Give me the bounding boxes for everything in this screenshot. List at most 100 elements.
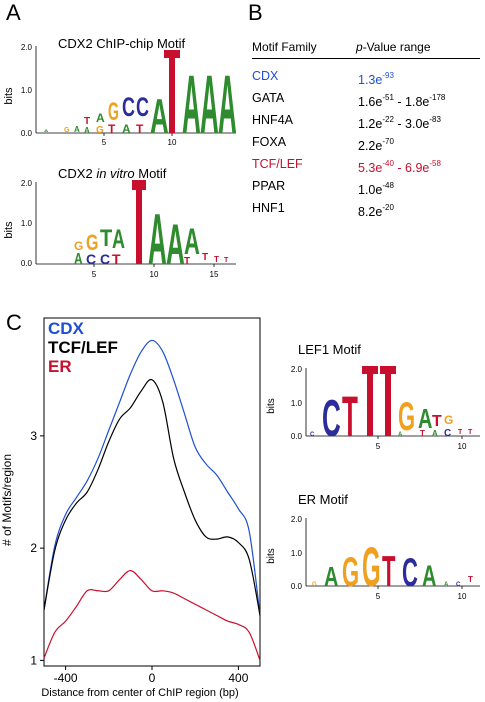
motif-family: GATA: [252, 87, 284, 109]
motif-density-chart: -4000400123 CDXTCF/LEFER Distance from c…: [0, 310, 262, 702]
table-row: CDX1.3e-93: [252, 65, 480, 87]
svg-text:G: G: [312, 582, 317, 588]
er-motif-title: ER Motif: [298, 492, 348, 507]
svg-text:G: G: [96, 125, 104, 136]
table-row: GATA1.6e-51 - 1.8e-178: [252, 87, 480, 109]
svg-text:A: A: [166, 214, 185, 277]
cdx2-vitro-ylabel: bits: [4, 221, 15, 239]
x-tick-label: 400: [228, 671, 248, 685]
lef1-motif-logo: bits 2.0 1.0 0.0 C C T G A A T T A G C T…: [262, 356, 484, 458]
er-ytick-1: 1.0: [291, 549, 303, 558]
pvalue-mantissa: 1.6e: [358, 95, 382, 109]
svg-text:C: C: [456, 582, 461, 588]
lef1-xtick-5: 5: [376, 442, 381, 451]
svg-text:T: T: [468, 429, 473, 436]
svg-text:G: G: [362, 537, 381, 599]
svg-text:G: G: [86, 230, 98, 255]
cdx2-vitro-ytick-1: 1.0: [21, 219, 33, 228]
svg-text:T: T: [224, 257, 229, 264]
table-header: Motif Family p-Value range: [252, 38, 480, 59]
pvalue-mantissa: 8.2e: [358, 205, 382, 219]
pvalue-exponent: -70: [382, 137, 394, 146]
pvalue-exponent: -48: [382, 181, 394, 190]
svg-text:G: G: [74, 239, 83, 253]
panel-label-a: A: [6, 0, 21, 26]
chart-ylabel: # of Motifs/region: [0, 454, 14, 546]
motif-family: CDX: [252, 65, 278, 87]
cdx2-vitro-ytick-2: 2.0: [21, 179, 33, 188]
motif-pvalue-table: Motif Family p-Value range CDX1.3e-93GAT…: [252, 38, 480, 219]
table-row: PPAR 1.0e-48: [252, 175, 480, 197]
svg-text:T: T: [342, 386, 358, 449]
pvalue-exponent: -51: [382, 93, 394, 102]
table-body: CDX1.3e-93GATA1.6e-51 - 1.8e-178HNF4A1.2…: [252, 65, 480, 219]
y-tick-label: 1: [30, 653, 37, 667]
svg-text:T: T: [214, 255, 219, 264]
svg-text:T: T: [468, 575, 473, 584]
svg-text:T: T: [108, 122, 116, 136]
cdx2-chip-motif-logo: bits 2.0 1.0 0.0 A G A T A A G G T C A C…: [4, 36, 240, 156]
cdx2-vitro-motif-logo: bits 2.0 1.0 0.0 A G C G C T T A A A A T…: [4, 168, 240, 290]
svg-text:T: T: [458, 429, 463, 436]
pvalue-mantissa: - 3.0e: [394, 117, 429, 131]
lef1-ytick-0: 0.0: [291, 432, 303, 441]
svg-text:A: A: [84, 126, 90, 135]
svg-text:A: A: [218, 59, 237, 152]
cdx2-vitro-xtick-5: 5: [92, 270, 97, 279]
cdx2-vitro-xtick-10: 10: [150, 270, 159, 279]
pvalue-mantissa: - 6.9e: [394, 161, 429, 175]
pvalue-exponent: -22: [382, 115, 394, 124]
cdx2-chip-xtick-10: 10: [168, 138, 177, 147]
svg-text:T: T: [202, 252, 208, 263]
col-header-value-range: -Value range: [363, 40, 431, 54]
svg-text:A: A: [150, 89, 169, 144]
table-row: FOXA 2.2e-70: [252, 131, 480, 153]
cdx2-chip-xtick-5: 5: [102, 138, 107, 147]
series-line-cdx: [44, 340, 260, 615]
x-tick-label: -400: [54, 671, 78, 685]
svg-text:A: A: [122, 122, 131, 136]
pvalue-exponent: -20: [382, 203, 394, 212]
chart-legend: CDXTCF/LEFER: [48, 319, 118, 376]
motif-family: HNF1: [252, 197, 285, 219]
pvalue-range: 8.2e-20: [358, 197, 394, 223]
pvalue-mantissa: 1.0e: [358, 183, 382, 197]
motif-family: FOXA: [252, 131, 286, 153]
col-header-p: p: [356, 40, 363, 54]
svg-text:T: T: [382, 548, 395, 596]
pvalue-exponent: -83: [429, 115, 441, 124]
svg-text:C: C: [122, 91, 135, 122]
cdx2-chip-ytick-2: 2.0: [21, 43, 33, 52]
er-xtick-5: 5: [376, 592, 381, 601]
legend-entry: CDX: [48, 319, 85, 338]
svg-text:T: T: [432, 413, 442, 430]
svg-text:G: G: [444, 413, 453, 427]
motif-family: PPAR: [252, 175, 285, 197]
table-row: TCF/LEF5.3e-40 - 6.9e-58: [252, 153, 480, 175]
svg-text:G: G: [64, 127, 70, 134]
pvalue-exponent: -178: [429, 93, 445, 102]
svg-text:C: C: [322, 389, 341, 447]
table-row: HNF1 8.2e-20: [252, 197, 480, 219]
pvalue-mantissa: 5.3e: [358, 161, 382, 175]
pvalue-exponent: -40: [382, 159, 394, 168]
svg-text:A: A: [96, 111, 105, 125]
col-header-pvalue-range: p-Value range: [356, 40, 431, 54]
lef1-ylabel: bits: [266, 398, 277, 414]
lef1-xtick-10: 10: [458, 442, 467, 451]
svg-text:A: A: [148, 199, 167, 280]
pvalue-mantissa: 2.2e: [358, 139, 382, 153]
pvalue-mantissa: 1.3e: [358, 73, 382, 87]
svg-text:A: A: [74, 125, 80, 134]
series-line-er: [44, 571, 260, 661]
svg-text:A: A: [112, 223, 125, 254]
y-tick-label: 3: [30, 429, 37, 443]
legend-entry: TCF/LEF: [48, 338, 118, 357]
svg-text:A: A: [182, 59, 201, 152]
er-ytick-2: 2.0: [291, 515, 303, 524]
er-motif-logo: bits 2.0 1.0 0.0 G A G G T C A A C T 5 1…: [262, 506, 484, 608]
lef1-ytick-2: 2.0: [291, 365, 303, 374]
pvalue-mantissa: 1.2e: [358, 117, 382, 131]
svg-text:G: G: [342, 550, 359, 596]
col-header-motif-family: Motif Family: [252, 40, 317, 54]
